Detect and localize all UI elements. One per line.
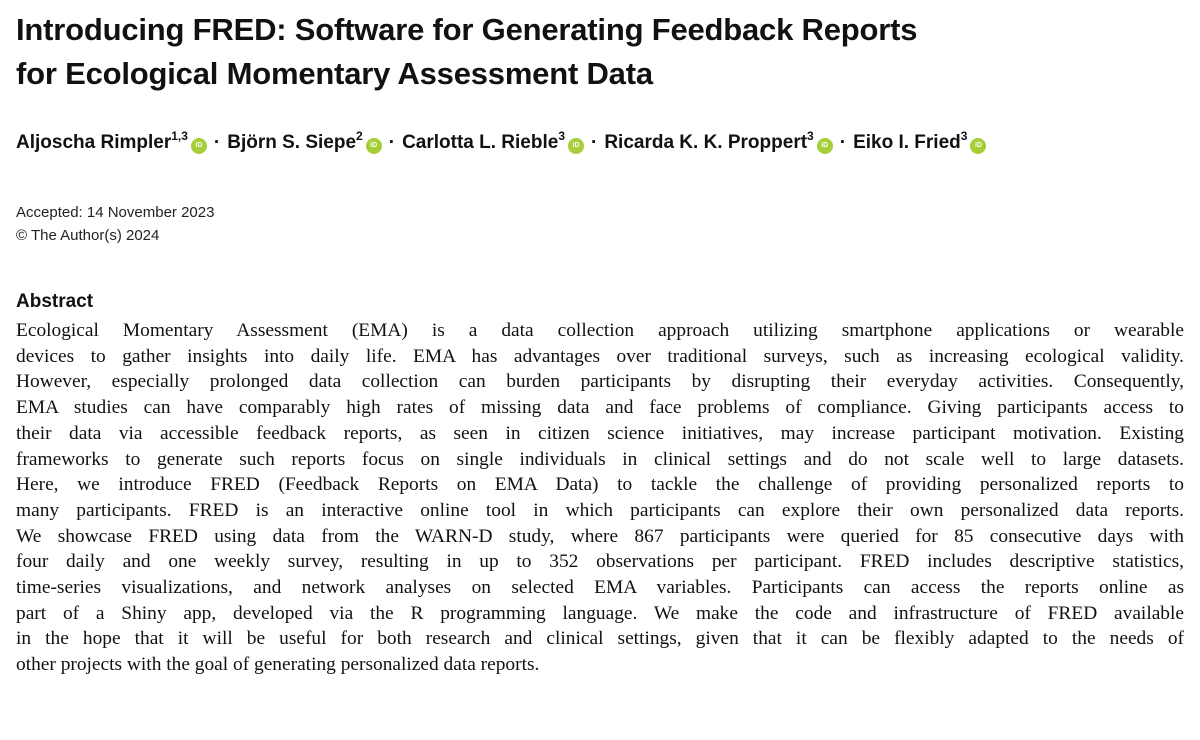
- abstract-line: Ecological Momentary Assessment (EMA) is…: [16, 320, 1184, 341]
- author-name: Aljoscha Rimpler: [16, 132, 172, 153]
- author-5: Eiko I. Fried3iD: [853, 129, 987, 154]
- author-2: Björn S. Siepe2iD: [227, 129, 382, 154]
- abstract-line: Here, we introduce FRED (Feedback Report…: [16, 474, 1184, 496]
- copyright-notice: © The Author(s) 2024: [16, 227, 160, 244]
- abstract-line: EMA studies can have comparably high rat…: [16, 397, 1184, 419]
- author-3: Carlotta L. Rieble3iD: [402, 129, 584, 154]
- author-name: Ricarda K. K. Proppert: [604, 132, 808, 153]
- abstract-line: four daily and one weekly survey, result…: [16, 551, 1184, 573]
- author-1: Aljoscha Rimpler1,3iD: [16, 129, 207, 154]
- abstract-line: in the hope that it will be useful for b…: [16, 628, 1184, 650]
- title-line-2: for Ecological Momentary Assessment Data: [16, 56, 653, 91]
- abstract-line: many participants. FRED is an interactiv…: [16, 499, 1184, 521]
- orcid-icon[interactable]: iD: [568, 138, 584, 154]
- author-affiliation: 2: [356, 129, 363, 143]
- author-separator: ·: [591, 132, 598, 153]
- author-affiliation: 3: [807, 129, 814, 143]
- abstract-line: other projects with the goal of generati…: [16, 654, 540, 676]
- author-affiliation: 3: [558, 129, 565, 143]
- abstract-line: time-series visualizations, and network …: [16, 577, 1184, 599]
- orcid-icon[interactable]: iD: [816, 138, 833, 154]
- abstract-heading: Abstract: [16, 291, 94, 312]
- author-name: Eiko I. Fried: [853, 132, 961, 153]
- abstract-line: devices to gather insights into daily li…: [16, 345, 1184, 367]
- abstract-line: frameworks to generate such reports focu…: [16, 448, 1184, 470]
- author-affiliation: 3: [960, 129, 968, 143]
- article-meta: Accepted: 14 November 2023 © The Author(…: [16, 201, 214, 247]
- author-name: Björn S. Siepe: [227, 132, 357, 153]
- author-name: Carlotta L. Rieble: [402, 132, 559, 153]
- paper-title: Introducing FRED: Software for Generatin…: [16, 8, 1176, 96]
- accepted-date: Accepted: 14 November 2023: [16, 204, 215, 221]
- title-line-1: Introducing FRED: Software for Generatin…: [16, 12, 918, 47]
- orcid-icon[interactable]: iD: [190, 138, 207, 154]
- author-separator: ·: [388, 132, 396, 153]
- author-4: Ricarda K. K. Proppert3iD: [604, 129, 833, 154]
- author-list: Aljoscha Rimpler1,3iD · Björn S. Siepe2iD ·…: [16, 128, 1186, 158]
- author-affiliation: 1,3: [171, 129, 188, 143]
- orcid-icon[interactable]: iD: [365, 138, 382, 154]
- abstract-line: We showcase FRED using data from the WAR…: [16, 525, 1184, 547]
- abstract-body: Ecological Momentary Assessment (EMA) is…: [16, 318, 1186, 678]
- abstract-line: part of a Shiny app, developed via the R…: [16, 602, 1184, 624]
- abstract-line: However, especially prolonged data colle…: [16, 371, 1184, 393]
- abstract-line: their data via accessible feedback repor…: [16, 422, 1184, 444]
- author-separator: ·: [839, 132, 847, 153]
- author-separator: ·: [213, 132, 221, 153]
- orcid-icon[interactable]: iD: [970, 138, 987, 154]
